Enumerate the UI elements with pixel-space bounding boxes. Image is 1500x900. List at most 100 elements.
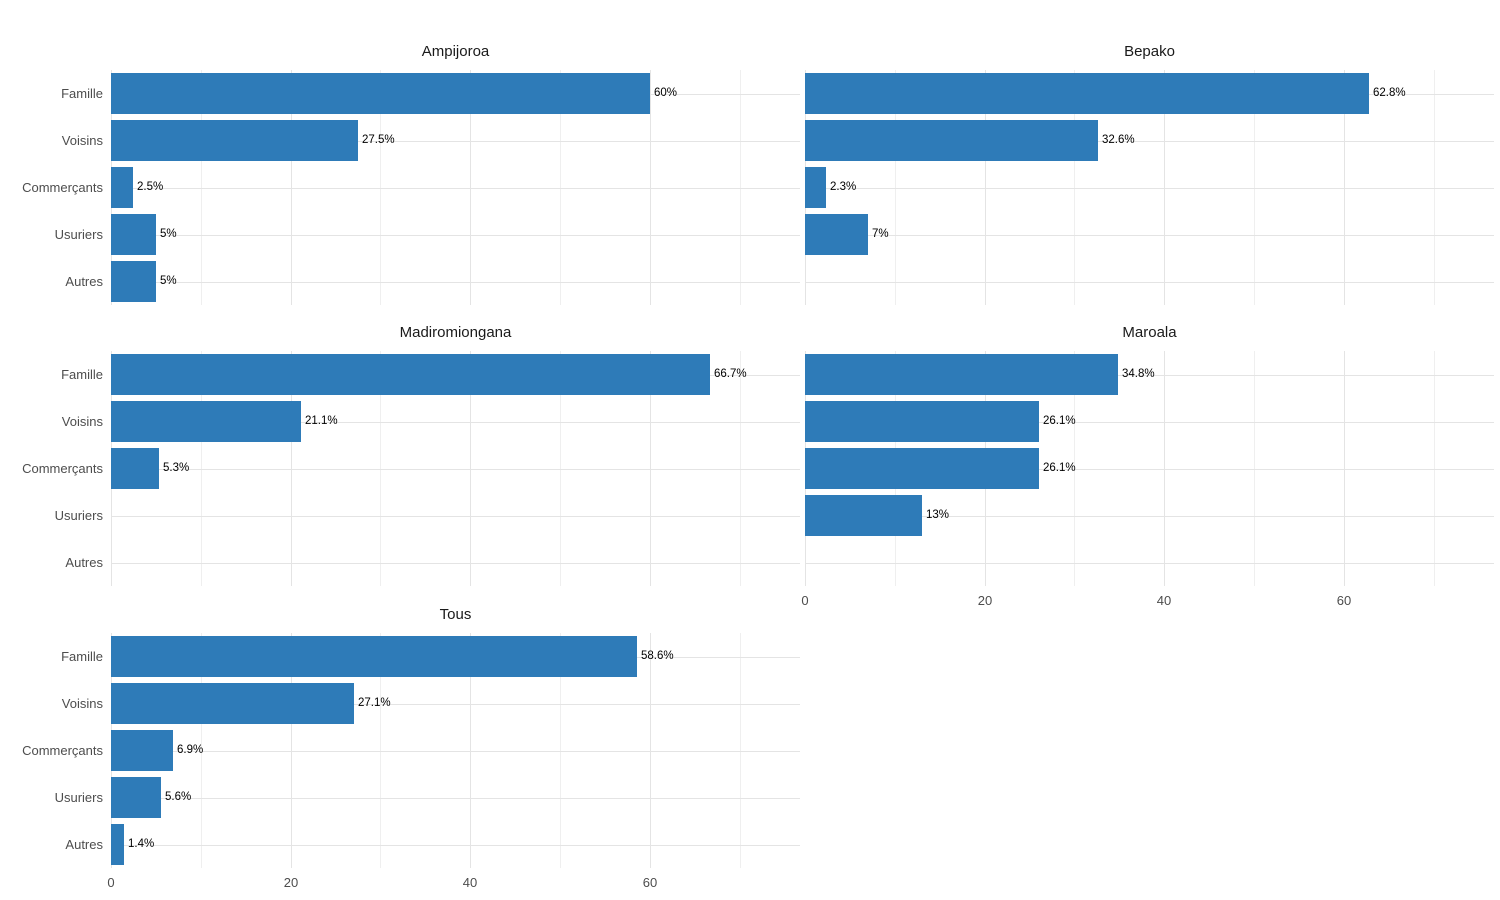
gridline-minor — [201, 70, 202, 305]
gridline-category — [805, 235, 1494, 236]
bar-maroala-famille — [805, 354, 1118, 395]
gridline-minor — [1434, 351, 1435, 586]
bar-value-label: 58.6% — [641, 650, 674, 662]
gridline-category — [111, 704, 800, 705]
gridline-minor — [560, 633, 561, 868]
x-axis-tick-label: 60 — [642, 875, 658, 890]
bar-value-label: 26.1% — [1043, 462, 1076, 474]
y-axis-label: Voisins — [61, 133, 103, 148]
gridline-category — [111, 516, 800, 517]
x-axis-tick-label: 40 — [1156, 593, 1172, 608]
panel-madiromiongana: 66.7% 21.1% 5.3% — [111, 351, 800, 586]
gridline-minor — [1074, 70, 1075, 305]
gridline-category — [805, 282, 1494, 283]
gridline-category — [805, 141, 1494, 142]
y-axis-label: Autres — [65, 837, 103, 852]
gridline-major — [650, 351, 651, 586]
y-axis-label: Commerçants — [22, 461, 103, 476]
gridline-major — [1344, 70, 1345, 305]
gridline-category — [111, 563, 800, 564]
x-axis-tick-label: 20 — [977, 593, 993, 608]
y-axis-label: Autres — [65, 555, 103, 570]
gridline-minor — [380, 351, 381, 586]
gridline-major — [470, 633, 471, 868]
panel-tous: 58.6% 27.1% 6.9% 5.6% 1.4% — [111, 633, 800, 868]
bar-value-label: 66.7% — [714, 368, 747, 380]
y-axis-label: Voisins — [61, 414, 103, 429]
bar-madiromiongana-famille — [111, 354, 710, 395]
gridline-minor — [560, 70, 561, 305]
bar-value-label: 5.6% — [165, 791, 192, 803]
gridline-major — [985, 70, 986, 305]
bar-value-label: 13% — [926, 509, 950, 521]
gridline-category — [805, 188, 1494, 189]
bar-ampijoroa-voisins — [111, 120, 358, 161]
gridline-major — [470, 70, 471, 305]
gridline-minor — [201, 633, 202, 868]
bar-maroala-usuriers — [805, 495, 922, 536]
gridline-minor — [895, 70, 896, 305]
bar-tous-autres — [111, 824, 124, 865]
bar-ampijoroa-usuriers — [111, 214, 156, 255]
gridline-minor — [1254, 351, 1255, 586]
bar-tous-commerçants — [111, 730, 173, 771]
gridline-major — [650, 70, 651, 305]
y-axis-label: Commerçants — [22, 180, 103, 195]
x-axis-tick-label: 0 — [801, 593, 809, 608]
panel-title-tous: Tous — [439, 606, 472, 623]
bar-value-label: 5.3% — [163, 462, 190, 474]
bar-ampijoroa-famille — [111, 73, 650, 114]
gridline-category — [111, 422, 800, 423]
bar-value-label: 60% — [654, 87, 678, 99]
bar-value-label: 26.1% — [1043, 415, 1076, 427]
panel-title-bepako: Bepako — [1124, 43, 1175, 60]
gridline-major — [291, 351, 292, 586]
gridline-category — [805, 563, 1494, 564]
gridline-minor — [1254, 70, 1255, 305]
gridline-category — [111, 469, 800, 470]
bar-ampijoroa-commerçants — [111, 167, 133, 208]
gridline-major — [1164, 351, 1165, 586]
gridline-category — [111, 798, 800, 799]
x-axis-tick-label: 60 — [1336, 593, 1352, 608]
panel-bepako: 62.8% 32.6% 2.3% 7% — [805, 70, 1494, 305]
panel-ampijoroa: 60% 27.5% 2.5% 5% 5% — [111, 70, 800, 305]
bar-maroala-voisins — [805, 401, 1039, 442]
gridline-category — [111, 282, 800, 283]
gridline-major — [1344, 351, 1345, 586]
gridline-minor — [560, 351, 561, 586]
gridline-category — [111, 751, 800, 752]
bar-bepako-commerçants — [805, 167, 826, 208]
bar-ampijoroa-autres — [111, 261, 156, 302]
bar-value-label: 27.5% — [362, 134, 395, 146]
bar-value-label: 1.4% — [128, 838, 155, 850]
y-axis-label: Usuriers — [54, 790, 103, 805]
bar-value-label: 5% — [160, 228, 177, 240]
panel-title-maroala: Maroala — [1122, 324, 1177, 341]
gridline-minor — [380, 70, 381, 305]
x-axis-tick-label: 40 — [462, 875, 478, 890]
gridline-major — [650, 633, 651, 868]
gridline-minor — [1074, 351, 1075, 586]
bar-value-label: 6.9% — [177, 744, 204, 756]
bar-value-label: 7% — [872, 228, 889, 240]
gridline-category — [805, 469, 1494, 470]
gridline-minor — [380, 633, 381, 868]
gridline-major — [470, 351, 471, 586]
x-axis-tick-label: 20 — [283, 875, 299, 890]
bar-value-label: 21.1% — [305, 415, 338, 427]
bar-madiromiongana-voisins — [111, 401, 301, 442]
bar-maroala-commerçants — [805, 448, 1039, 489]
bar-value-label: 5% — [160, 275, 177, 287]
bar-tous-famille — [111, 636, 637, 677]
panel-maroala: 34.8% 26.1% 26.1% 13% — [805, 351, 1494, 586]
panel-title-madiromiongana: Madiromiongana — [399, 324, 512, 341]
bar-bepako-voisins — [805, 120, 1098, 161]
gridline-category — [111, 845, 800, 846]
bar-value-label: 62.8% — [1373, 87, 1406, 99]
gridline-category — [805, 516, 1494, 517]
gridline-category — [111, 188, 800, 189]
gridline-category — [805, 375, 1494, 376]
y-axis-label: Famille — [61, 649, 103, 664]
